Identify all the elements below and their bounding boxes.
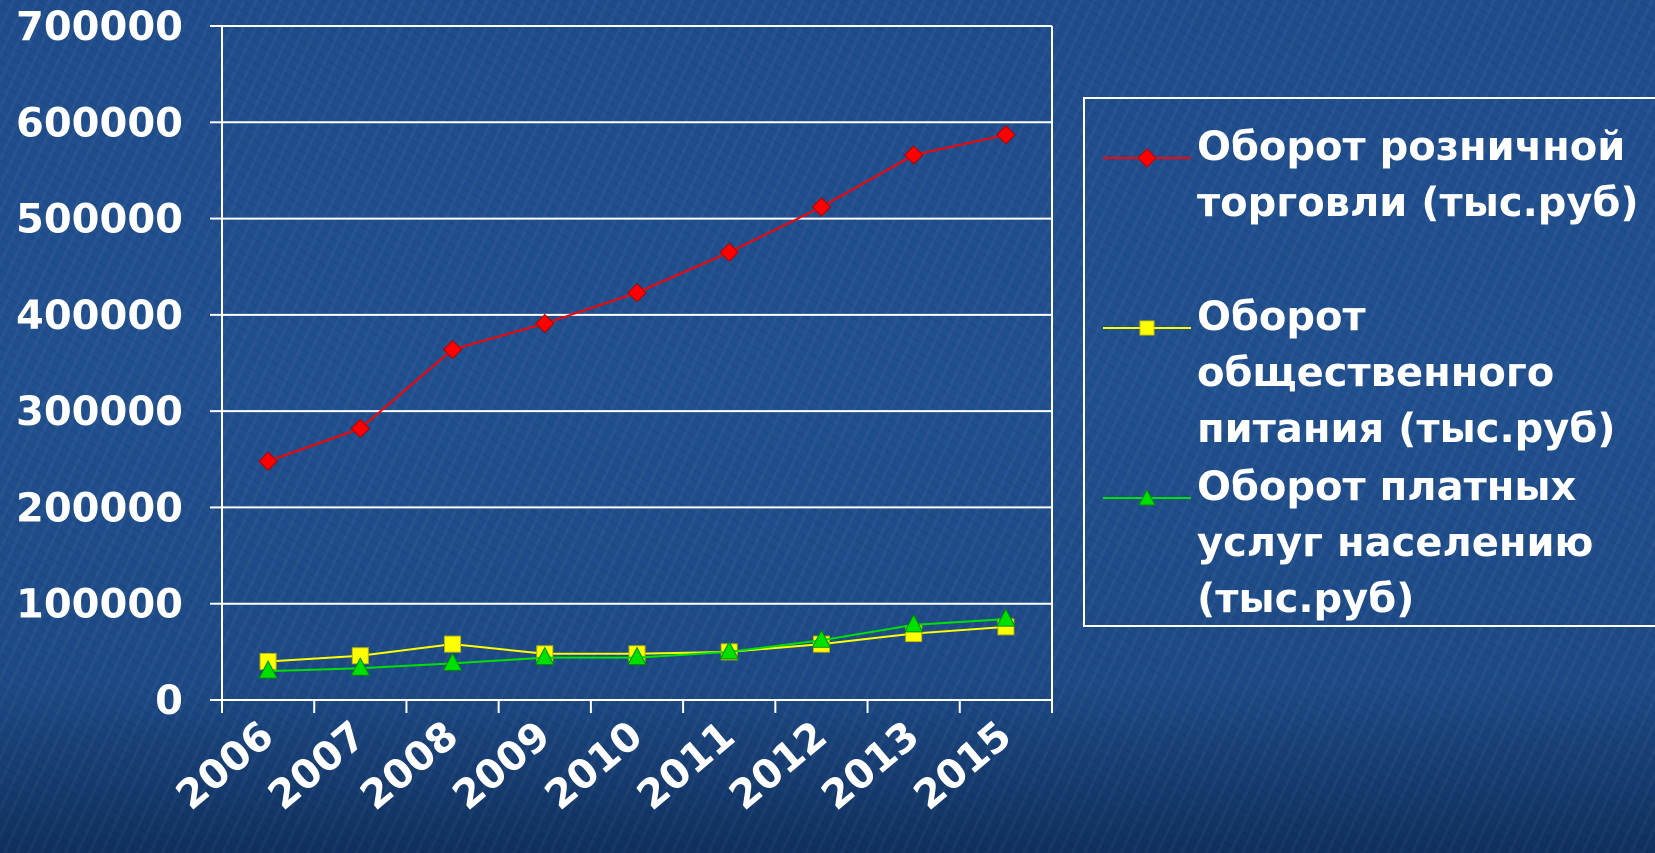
y-tick-label: 200000 — [16, 485, 183, 531]
data-point — [258, 660, 278, 679]
legend-marker-retail — [1103, 148, 1191, 168]
data-point — [258, 451, 278, 471]
data-point — [719, 242, 739, 262]
data-point — [442, 339, 463, 360]
data-point — [534, 646, 555, 666]
data-point — [996, 608, 1016, 627]
x-tick-label: 2009 — [444, 712, 559, 819]
x-tick-label: 2013 — [813, 712, 928, 819]
data-point — [444, 635, 462, 653]
x-tick-label: 2006 — [168, 712, 283, 819]
data-point — [442, 652, 463, 671]
x-tick-label: 2010 — [537, 712, 652, 819]
legend-marker-catering — [1103, 320, 1191, 336]
legend-label-services: Оборот платных услуг населению (тыс.руб) — [1197, 464, 1594, 622]
data-point — [996, 125, 1016, 145]
x-tick-label: 2007 — [260, 712, 375, 819]
x-tick-label: 2011 — [629, 712, 744, 819]
data-point — [350, 418, 371, 439]
x-tick-label: 2015 — [905, 712, 1020, 819]
y-tick-label: 400000 — [16, 293, 183, 339]
y-tick-label: 100000 — [16, 582, 183, 628]
chart-legend: Оборот розничной торговли (тыс.руб) Обор… — [1083, 97, 1655, 627]
data-point — [535, 313, 555, 334]
data-point — [811, 629, 832, 648]
legend-marker-services — [1103, 488, 1191, 506]
data-point — [627, 646, 647, 666]
data-point — [627, 283, 647, 303]
y-tick-label: 300000 — [16, 389, 183, 435]
legend-label-catering: Оборот общественного питания (тыс.руб) — [1197, 294, 1616, 452]
data-point — [811, 197, 832, 217]
data-point — [719, 640, 740, 660]
x-tick-label: 2008 — [352, 712, 467, 819]
x-tick-label: 2012 — [721, 712, 836, 819]
y-tick-label: 0 — [155, 678, 183, 724]
y-tick-label: 500000 — [16, 197, 183, 243]
data-point — [903, 145, 924, 165]
data-point — [903, 613, 924, 633]
y-tick-label: 700000 — [16, 4, 183, 50]
data-point — [350, 657, 371, 676]
y-tick-label: 600000 — [16, 100, 183, 146]
legend-label-retail: Оборот розничной торговли (тыс.руб) — [1197, 124, 1639, 226]
